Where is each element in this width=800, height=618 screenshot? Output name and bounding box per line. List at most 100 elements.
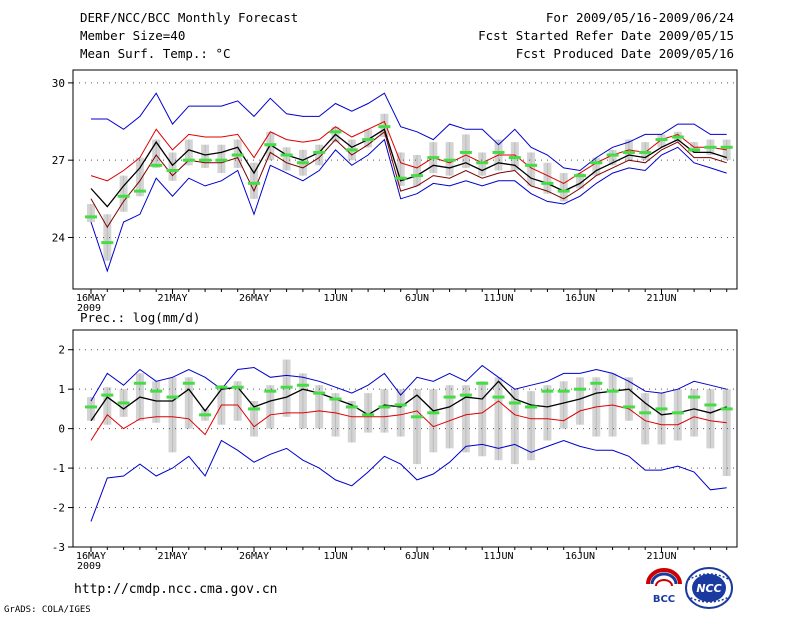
- prec-median-28: [541, 389, 554, 393]
- temp-ytick-label-1: 27: [52, 154, 65, 167]
- temp-median-7: [199, 158, 212, 162]
- temp-median-29: [557, 189, 570, 193]
- temp-median-5: [166, 168, 179, 172]
- ncc-logo-text: NCC: [696, 582, 721, 595]
- grads-credit: GrADS: COLA/IGES: [4, 605, 91, 615]
- temp-median-27: [525, 163, 538, 167]
- temp-median-19: [394, 176, 407, 180]
- temp-median-31: [590, 161, 603, 165]
- prec-median-32: [606, 389, 619, 393]
- temp-median-3: [133, 189, 146, 193]
- prec-ytick-label-2: -1: [52, 462, 65, 475]
- source-url[interactable]: http://cmdp.ncc.cma.gov.cn: [74, 582, 278, 597]
- prec-median-3: [133, 381, 146, 385]
- prec-median-25: [492, 395, 505, 399]
- forecast-period: For 2009/05/16-2009/06/24: [545, 10, 734, 25]
- prec-median-37: [688, 395, 701, 399]
- temp-median-24: [476, 161, 489, 165]
- temp-series-dark_red: [90, 130, 727, 229]
- prec-median-20: [411, 415, 423, 419]
- prec-median-14: [313, 391, 326, 395]
- prec-ytick-label-3: 0: [58, 423, 65, 436]
- prec-series-max: [90, 364, 727, 402]
- prec-median-36: [671, 411, 684, 415]
- temp-xtick-label-7: 21JUN: [646, 293, 676, 304]
- bcc-logo-text: BCC: [653, 594, 675, 605]
- temp-median-23: [459, 150, 472, 154]
- temp-median-25: [492, 150, 505, 154]
- prec-median-15: [329, 397, 342, 401]
- prec-median-16: [345, 405, 358, 409]
- prec-ytick-label-1: -2: [52, 502, 65, 515]
- temp-frame: [72, 69, 738, 290]
- temp-median-33: [622, 150, 635, 154]
- temp-median-32: [606, 153, 619, 157]
- temp-xtick-label-6: 16JUN: [565, 293, 595, 304]
- temp-ytick-label-0: 24: [52, 231, 66, 244]
- temp-median-9: [231, 153, 244, 157]
- prec-median-35: [655, 407, 668, 411]
- bcc-logo: BCC: [646, 568, 682, 605]
- prec-median-26: [508, 401, 521, 405]
- temp-median-26: [508, 156, 521, 160]
- variable-label-temp: Mean Surf. Temp.: °C: [80, 46, 231, 61]
- prec-median-29: [557, 389, 570, 393]
- prec-median-21: [427, 411, 440, 415]
- ncc-logo: NCC: [685, 567, 733, 609]
- temp-median-22: [443, 158, 456, 162]
- temp-median-1: [101, 241, 114, 245]
- temp-median-17: [362, 138, 375, 142]
- temp-median-38: [704, 145, 717, 149]
- temp-xtick-label-3: 1JUN: [323, 293, 347, 304]
- prec-median-4: [150, 389, 163, 393]
- prec-ytick-label-4: 1: [58, 383, 65, 396]
- prec-median-31: [590, 381, 603, 385]
- prec-median-0: [85, 405, 97, 409]
- prec-xtick-label-6: 16JUN: [565, 551, 595, 562]
- prec-series-mean: [90, 380, 727, 422]
- prec-median-22: [443, 395, 456, 399]
- prec-median-2: [117, 401, 130, 405]
- temp-median-37: [688, 148, 701, 152]
- forecast-produced-date: Fcst Produced Date 2009/05/16: [515, 46, 734, 61]
- temp-xtick-label-2: 26MAY: [239, 293, 269, 304]
- temp-median-11: [264, 143, 277, 147]
- prec-xtick-label-7: 21JUN: [646, 551, 676, 562]
- temp-series-red: [90, 120, 727, 184]
- temp-median-15: [329, 130, 342, 134]
- prec-median-34: [639, 411, 652, 415]
- member-size: Member Size=40: [80, 28, 186, 43]
- temp-xtick-label-0: 16MAY: [76, 293, 106, 304]
- prec-median-24: [476, 381, 489, 385]
- prec-median-38: [704, 403, 717, 407]
- prec-median-18: [378, 405, 391, 409]
- temp-median-12: [280, 153, 293, 157]
- temp-year-label: 2009: [77, 303, 101, 314]
- prec-median-11: [264, 389, 277, 393]
- temp-median-28: [541, 181, 554, 185]
- prec-xtick-label-5: 11JUN: [483, 551, 513, 562]
- temp-median-2: [117, 194, 130, 198]
- prec-year-label: 2009: [77, 561, 101, 572]
- prec-xtick-label-3: 1JUN: [323, 551, 347, 562]
- prec-median-19: [394, 403, 407, 407]
- prec-series-red: [90, 400, 727, 441]
- prec-median-8: [215, 385, 228, 389]
- temp-series-max: [91, 92, 727, 172]
- temp-median-8: [215, 158, 228, 162]
- temp-xtick-label-4: 6JUN: [405, 293, 429, 304]
- temp-median-39: [720, 145, 733, 149]
- prec-ytick-label-0: -3: [52, 541, 65, 554]
- temp-median-13: [296, 161, 309, 165]
- prec-xtick-label-0: 16MAY: [76, 551, 106, 562]
- temp-median-4: [150, 163, 163, 167]
- prec-median-10: [248, 407, 260, 411]
- prec-xtick-label-1: 21MAY: [157, 551, 187, 562]
- temp-median-10: [248, 181, 260, 185]
- prec-median-12: [280, 385, 293, 389]
- temp-median-16: [345, 148, 358, 152]
- prec-median-1: [101, 393, 114, 397]
- prec-median-9: [231, 385, 244, 389]
- prec-median-17: [362, 413, 375, 417]
